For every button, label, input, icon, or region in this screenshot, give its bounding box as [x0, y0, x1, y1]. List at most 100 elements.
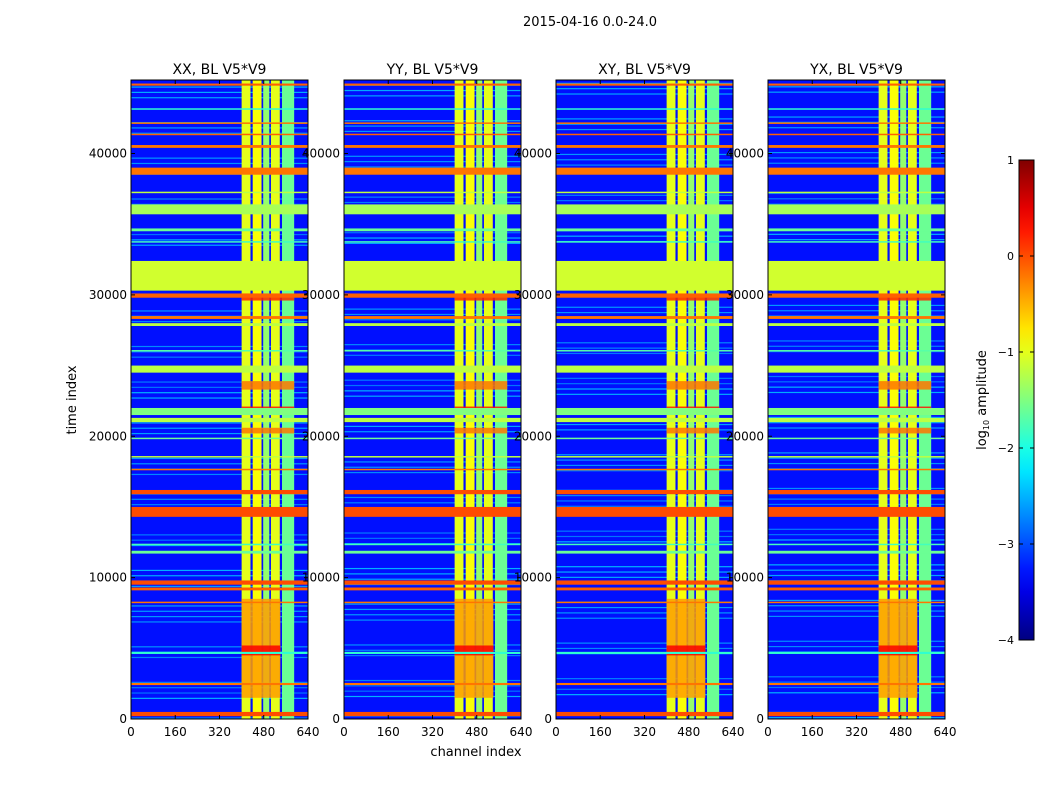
heatmap-time-band [131, 260, 308, 291]
x-tick-label: 0 [340, 725, 348, 739]
heatmap-noise-line [131, 656, 308, 659]
heatmap-noise-line [344, 461, 521, 463]
y-tick-label: 30000 [302, 288, 340, 302]
heatmap-time-band [131, 133, 308, 136]
heatmap-time-band [768, 350, 945, 352]
heatmap-time-band [768, 323, 945, 326]
heatmap-noise-line [344, 619, 521, 621]
heatmap-noise-line [556, 688, 733, 690]
heatmap-noise-line [768, 605, 945, 607]
heatmap-channel-band [688, 80, 695, 719]
heatmap-noise-line [344, 679, 521, 682]
x-tick-label: 160 [589, 725, 612, 739]
y-tick-label: 30000 [89, 288, 127, 302]
heatmap-noise-line [556, 164, 733, 166]
heatmap-channel-band [707, 80, 720, 719]
heatmap-time-band [556, 711, 733, 717]
heatmap-time-band [768, 587, 945, 591]
heatmap-noise-line [131, 381, 308, 383]
heatmap-noise-line [344, 608, 521, 611]
heatmap-noise-line [344, 614, 521, 616]
heatmap-noise-line [556, 617, 733, 619]
heatmap-time-band [344, 489, 521, 495]
heatmap-noise-line [131, 697, 308, 699]
heatmap-noise-line [344, 354, 521, 356]
heatmap-noise-line [768, 386, 945, 388]
colorbar-tick-label: −2 [998, 442, 1014, 455]
heatmap-time-band [768, 365, 945, 373]
x-tick-label: 640 [722, 725, 745, 739]
heatmap-time-band [768, 437, 945, 440]
heatmap-time-band [556, 167, 733, 175]
heatmap-time-band [768, 167, 945, 175]
heatmap-noise-line [131, 386, 308, 388]
heatmap-noise-line [556, 393, 733, 395]
heatmap-time-band [556, 133, 733, 136]
heatmap-noise-line [768, 157, 945, 159]
heatmap-time-band [131, 407, 308, 416]
heatmap-noise-line [131, 244, 308, 246]
heatmap-channel-band [483, 80, 493, 719]
colorbar-tick-label: 0 [1007, 250, 1014, 263]
heatmap-noise-line [556, 470, 733, 472]
heatmap-noise-line [131, 132, 308, 134]
heatmap-time-band [344, 323, 521, 326]
heatmap-noise-line [556, 535, 733, 538]
heatmap-noise-line [131, 463, 308, 465]
heatmap-hot-patch [454, 381, 508, 390]
heatmap-noise-line [131, 692, 308, 694]
heatmap-noise-line [768, 528, 945, 530]
heatmap-noise-line [768, 640, 945, 642]
heatmap-noise-line [768, 686, 945, 689]
y-tick-label: 10000 [302, 571, 340, 585]
heatmap-noise-line [556, 352, 733, 355]
heatmap-channel-band [695, 80, 705, 719]
x-tick-label: 0 [764, 725, 772, 739]
heatmap-noise-line [344, 196, 521, 198]
heatmap-time-band [556, 407, 733, 416]
heatmap-background [344, 80, 521, 719]
heatmap-noise-line [556, 128, 733, 131]
heatmap-time-band [344, 167, 521, 175]
heatmap-time-band [131, 468, 308, 471]
heatmap-time-band [556, 543, 733, 546]
heatmap-noise-line [131, 203, 308, 205]
heatmap-noise-line [344, 685, 521, 687]
heatmap-time-band [344, 682, 521, 686]
heatmap-time-band [344, 580, 521, 585]
heatmap-time-band [344, 711, 521, 717]
heatmap-hot-patch [878, 427, 932, 434]
heatmap-noise-line [344, 537, 521, 539]
heatmap-noise-line [768, 539, 945, 541]
heatmap-noise-line [344, 155, 521, 157]
heatmap-time-band [556, 506, 733, 517]
heatmap-noise-line [131, 534, 308, 536]
heatmap-channel-band [263, 80, 270, 719]
heatmap-noise-line [344, 130, 521, 133]
heatmap-noise-line [556, 383, 733, 385]
heatmap-noise-line [768, 86, 945, 88]
heatmap-time-band [344, 407, 521, 416]
heatmap-channel-band [907, 80, 917, 719]
heatmap-time-band [768, 407, 945, 416]
heatmap-hot-patch [241, 381, 295, 390]
heatmap-hot-patch [878, 381, 932, 390]
heatmap-noise-line [768, 340, 945, 342]
y-tick-label: 40000 [89, 147, 127, 161]
heatmap-noise-line [556, 454, 733, 456]
heatmap-channel-band [270, 80, 280, 719]
heatmap-panel-yy: YY, BL V5*V9 0 160 320 480 640 0 10000 20000 3000… [302, 62, 533, 739]
heatmap-time-band [131, 543, 308, 546]
heatmap-time-band [768, 316, 945, 319]
heatmap-hot-patch [878, 645, 918, 656]
heatmap-hot-patch [666, 427, 720, 434]
heatmap-time-band [768, 145, 945, 148]
heatmap-time-band [131, 550, 308, 554]
heatmap-time-band [131, 145, 308, 148]
heatmap-time-band [556, 108, 733, 110]
heatmap-noise-line [556, 678, 733, 680]
heatmap-time-band [131, 83, 308, 86]
heatmap-noise-line [768, 569, 945, 571]
heatmap-time-band [556, 316, 733, 319]
heatmap-channel-band [495, 80, 508, 719]
